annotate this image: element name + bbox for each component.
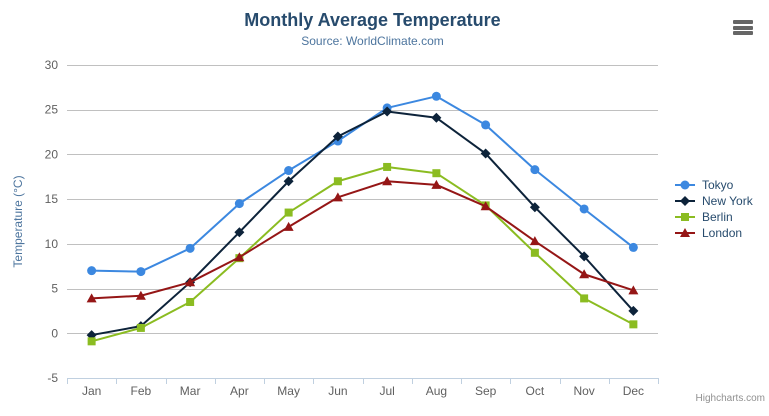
marker-tokyo[interactable] — [628, 242, 638, 252]
marker-berlin[interactable] — [136, 323, 145, 332]
marker-new-york[interactable] — [628, 305, 639, 316]
legend-symbol-diamond-icon — [675, 196, 695, 206]
y-axis-label: 5 — [51, 282, 58, 296]
y-axis-label: 20 — [45, 147, 59, 161]
chart-subtitle: Source: WorldClimate.com — [301, 34, 444, 48]
marker-tokyo[interactable] — [579, 204, 589, 214]
y-axis-label: -5 — [47, 371, 58, 385]
legend: Tokyo New York Berlin London — [675, 177, 753, 241]
series-line-berlin[interactable] — [90, 165, 635, 343]
marker-london[interactable] — [86, 293, 97, 303]
x-axis-label: Jun — [328, 384, 347, 398]
series-line-tokyo[interactable] — [90, 95, 635, 273]
legend-marker-berlin — [681, 213, 689, 221]
marker-berlin[interactable] — [333, 177, 342, 186]
marker-london[interactable] — [431, 179, 442, 189]
marker-new-york[interactable] — [480, 148, 491, 159]
marker-tokyo[interactable] — [530, 165, 540, 175]
legend-label: London — [702, 226, 743, 240]
x-axis-label: Apr — [230, 384, 249, 398]
marker-berlin[interactable] — [186, 297, 195, 306]
x-axis-label: Oct — [526, 384, 545, 398]
x-axis-label: Mar — [180, 384, 201, 398]
export-menu-button[interactable] — [733, 20, 753, 35]
y-axis-label: 15 — [45, 192, 59, 206]
hamburger-icon-bar — [733, 25, 753, 30]
legend-item-berlin[interactable]: Berlin — [675, 209, 753, 225]
marker-new-york[interactable] — [283, 176, 294, 187]
marker-london[interactable] — [283, 221, 294, 231]
marker-berlin[interactable] — [580, 294, 589, 303]
marker-tokyo[interactable] — [87, 266, 97, 276]
x-axis-label: May — [277, 384, 300, 398]
x-axis-label: Jan — [82, 384, 101, 398]
marker-new-york[interactable] — [431, 112, 442, 123]
marker-new-york[interactable] — [234, 227, 245, 238]
marker-new-york[interactable] — [579, 251, 590, 262]
marker-london[interactable] — [628, 285, 639, 295]
marker-london[interactable] — [135, 290, 146, 300]
marker-tokyo[interactable] — [284, 166, 294, 176]
credits-link[interactable]: Highcharts.com — [695, 393, 765, 404]
marker-tokyo[interactable] — [136, 267, 146, 277]
marker-berlin[interactable] — [432, 169, 441, 178]
series-line-london[interactable] — [90, 180, 635, 300]
marker-new-york[interactable] — [529, 202, 540, 213]
legend-label: Berlin — [702, 210, 733, 224]
marker-london[interactable] — [185, 277, 196, 287]
hamburger-icon-bar — [733, 31, 753, 35]
marker-tokyo[interactable] — [185, 243, 195, 253]
legend-symbol-circle-icon — [675, 180, 695, 190]
legend-item-tokyo[interactable]: Tokyo — [675, 177, 753, 193]
marker-berlin[interactable] — [87, 337, 96, 346]
legend-marker-london — [680, 228, 690, 237]
x-axis-label: Aug — [426, 384, 447, 398]
series-line-new-york[interactable] — [90, 110, 635, 337]
x-axis-label: Feb — [131, 384, 152, 398]
y-axis-label: 30 — [45, 58, 59, 72]
legend-symbol-square-icon — [675, 213, 695, 221]
x-axis-label: Jul — [379, 384, 394, 398]
marker-tokyo[interactable] — [234, 199, 244, 209]
legend-item-new-york[interactable]: New York — [675, 193, 753, 209]
legend-item-london[interactable]: London — [675, 225, 753, 241]
chart-title: Monthly Average Temperature — [244, 10, 501, 30]
legend-label: New York — [702, 194, 753, 208]
marker-berlin[interactable] — [284, 208, 293, 217]
legend-symbol-triangle-icon — [675, 228, 695, 237]
legend-marker-tokyo — [680, 180, 690, 190]
y-axis-label: 0 — [51, 326, 58, 340]
marker-new-york[interactable] — [382, 106, 393, 117]
marker-london[interactable] — [529, 236, 540, 246]
marker-london[interactable] — [480, 201, 491, 211]
marker-london[interactable] — [579, 269, 590, 279]
marker-london[interactable] — [382, 176, 393, 186]
marker-tokyo[interactable] — [481, 120, 491, 130]
y-axis-title: Temperature (°C) — [11, 175, 25, 267]
y-axis-label: 10 — [45, 237, 59, 251]
marker-berlin[interactable] — [530, 248, 539, 257]
marker-tokyo[interactable] — [431, 91, 441, 101]
marker-berlin[interactable] — [629, 320, 638, 329]
x-axis-label: Sep — [475, 384, 497, 398]
marker-berlin[interactable] — [383, 162, 392, 171]
x-axis-label: Dec — [623, 384, 644, 398]
legend-marker-new-york — [680, 196, 690, 206]
legend-label: Tokyo — [702, 178, 734, 192]
hamburger-icon-bar — [733, 20, 753, 24]
marker-london[interactable] — [234, 252, 245, 262]
marker-new-york[interactable] — [332, 131, 343, 142]
y-axis-label: 25 — [45, 103, 59, 117]
x-axis-label: Nov — [573, 384, 594, 398]
marker-london[interactable] — [332, 192, 343, 202]
